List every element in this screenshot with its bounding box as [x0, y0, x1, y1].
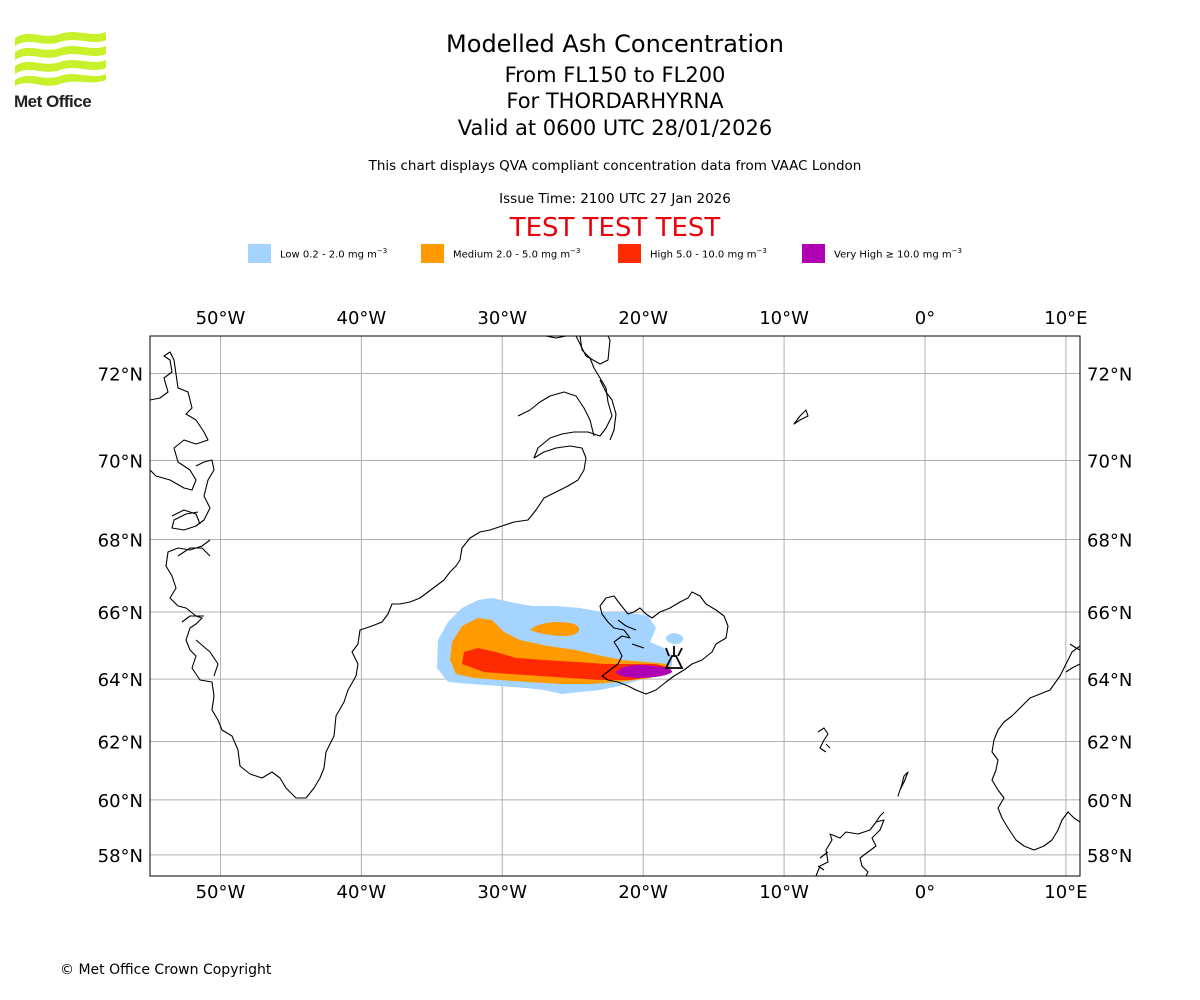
latitude-label-left: 62°N [98, 732, 143, 753]
norway-coastline [1065, 643, 1080, 673]
ash-area-very-high [616, 664, 672, 678]
longitude-label-bottom: 10°W [759, 882, 809, 903]
longitude-label-top: 50°W [196, 308, 246, 329]
legend-label-high: High 5.0 - 10.0 mg m [650, 249, 757, 261]
logo-text: Met Office [14, 92, 92, 111]
longitude-label-bottom: 50°W [196, 882, 246, 903]
latitude-label-left: 66°N [98, 603, 143, 624]
latitude-label-right: 62°N [1087, 732, 1132, 753]
legend-unit-exponent: −3 [756, 247, 767, 255]
latitude-label-left: 64°N [98, 670, 143, 691]
longitude-label-bottom: 20°W [618, 882, 668, 903]
met-office-logo [15, 32, 106, 86]
longitude-label-top: 10°W [759, 308, 809, 329]
jan-mayen-coastline [793, 409, 809, 425]
longitude-label-top: 30°W [477, 308, 527, 329]
chart-title: Modelled Ash Concentration [446, 30, 784, 58]
iceland-coastline [599, 591, 729, 695]
legend-unit-exponent: −3 [570, 247, 581, 255]
norway-coastline [991, 645, 1080, 851]
iceland-coastline [617, 619, 645, 649]
greenland-coastline [545, 336, 567, 339]
chart-description: This chart displays QVA compliant concen… [368, 158, 862, 174]
longitude-label-top: 40°W [337, 308, 387, 329]
latitude-label-left: 60°N [98, 791, 143, 812]
flight-level-range: From FL150 to FL200 [504, 63, 726, 87]
legend-unit-exponent: −3 [951, 247, 962, 255]
legend-label-medium: Medium 2.0 - 5.0 mg m [453, 249, 571, 261]
legend-swatch-low [248, 244, 271, 263]
latitude-label-left: 58°N [98, 846, 143, 867]
coastlines [150, 336, 1080, 876]
issue-time: Issue Time: 2100 UTC 27 Jan 2026 [499, 191, 731, 207]
greenland-coastline [517, 336, 611, 437]
latitude-label-right: 68°N [1087, 531, 1132, 552]
shetland-coastline [897, 771, 909, 797]
legend-swatch-very-high [802, 244, 825, 263]
volcano-name: For THORDARHYRNA [506, 89, 724, 113]
legend-label-low: Low 0.2 - 2.0 mg m [280, 249, 377, 261]
axis-labels: 50°W 50°W 40°W 40°W 30°W 30°W 20°W 20°W 10°W 10°W… [98, 308, 1133, 903]
ash-area-low [666, 633, 684, 645]
map-frame [149, 335, 1081, 877]
scotland-coastline [815, 811, 885, 876]
latitude-label-right: 60°N [1087, 791, 1132, 812]
greenland-coastline [171, 509, 219, 677]
longitude-label-top: 10°E [1044, 308, 1087, 329]
longitude-label-bottom: 0° [915, 882, 935, 903]
legend-label-very-high: Very High ≥ 10.0 mg m [834, 249, 952, 261]
legend-unit-exponent: −3 [376, 247, 388, 255]
greenland-coastline [150, 336, 613, 799]
latitude-label-right: 72°N [1087, 364, 1132, 385]
latitude-label-right: 70°N [1087, 451, 1132, 472]
map-background [150, 336, 1080, 876]
longitude-label-bottom: 30°W [477, 882, 527, 903]
longitude-label-bottom: 40°W [337, 882, 387, 903]
test-banner: TEST TEST TEST [509, 213, 721, 243]
legend-swatch-medium [421, 244, 444, 263]
valid-time: Valid at 0600 UTC 28/01/2026 [457, 116, 773, 140]
ash-area-medium [530, 622, 580, 636]
latitude-label-left: 72°N [98, 364, 143, 385]
longitude-label-top: 0° [915, 308, 935, 329]
latitude-label-right: 66°N [1087, 603, 1132, 624]
latitude-label-right: 58°N [1087, 846, 1132, 867]
legend-swatch-high [618, 244, 641, 263]
latitude-label-left: 70°N [98, 451, 143, 472]
latitude-label-right: 64°N [1087, 670, 1132, 691]
copyright-notice: © Met Office Crown Copyright [60, 962, 272, 978]
greenland-coastline [599, 379, 617, 441]
volcano-symbol [664, 646, 684, 669]
longitude-label-top: 20°W [618, 308, 668, 329]
longitude-label-bottom: 10°E [1044, 882, 1087, 903]
scotland-coastline [817, 851, 829, 871]
map-layers [150, 336, 1080, 876]
faroe-islands-coastline [817, 727, 831, 753]
latitude-label-left: 68°N [98, 531, 143, 552]
